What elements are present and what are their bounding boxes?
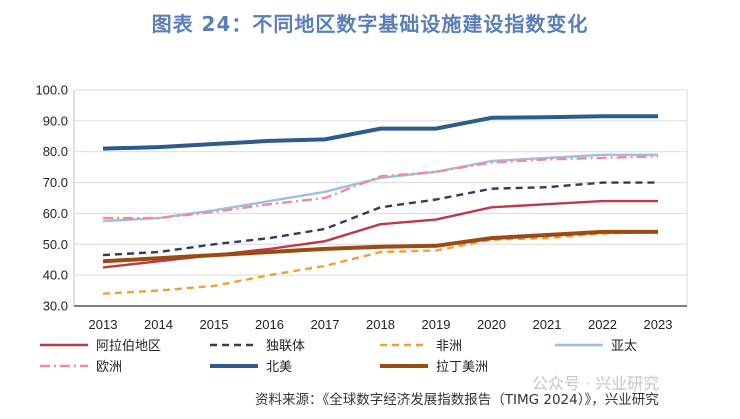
legend-label-4: 欧洲 [96, 360, 122, 375]
source-note: 资料来源：《全球数字经济发展指数报告（TIMG 2024）》，兴业研究 [255, 392, 659, 408]
series-line-1 [102, 181, 658, 257]
series-line-2 [102, 230, 659, 295]
x-tick-label: 2019 [422, 317, 451, 332]
series-line-5 [102, 114, 658, 151]
series-line-6 [102, 229, 658, 264]
y-tick-label: 80.0 [43, 144, 68, 159]
x-tick-label: 2016 [255, 317, 284, 332]
chart-title: 图表 24：不同地区数字基础设施建设指数变化 [151, 12, 589, 36]
series-line-3 [102, 153, 658, 223]
y-tick-label: 50.0 [43, 237, 68, 252]
x-tick-label: 2020 [477, 317, 506, 332]
legend-label-5: 北美 [266, 360, 292, 375]
x-tick-label: 2013 [89, 317, 118, 332]
y-tick-label: 100.0 [35, 83, 68, 98]
x-tick-label: 2018 [366, 317, 395, 332]
series-lines [102, 114, 659, 295]
y-tick-label: 70.0 [43, 175, 68, 190]
x-tick-label: 2015 [200, 317, 229, 332]
legend-label-1: 独联体 [266, 339, 305, 354]
legend-label-2: 非洲 [436, 339, 462, 354]
x-tick-label: 2017 [311, 317, 340, 332]
grid-lines [74, 89, 687, 276]
x-tick-label: 2021 [533, 317, 562, 332]
series-line-4 [103, 155, 659, 220]
y-tick-label: 30.0 [43, 299, 68, 314]
x-tick-label: 2023 [644, 317, 673, 332]
x-tick-label: 2014 [144, 317, 173, 332]
y-tick-label: 90.0 [43, 113, 68, 128]
legend-label-6: 拉丁美洲 [436, 360, 488, 375]
watermark: 公众号 · 兴业研究 [532, 374, 660, 393]
legend-label-0: 阿拉伯地区 [96, 339, 161, 354]
x-tick-label: 2022 [588, 317, 617, 332]
y-tick-label: 60.0 [43, 206, 68, 221]
legend-label-3: 亚太 [611, 339, 637, 354]
axes: 30.0 40.0 50.0 60.0 70.0 80.0 90.0 100.0 2013 201… [35, 83, 688, 332]
y-tick-label: 40.0 [43, 268, 68, 283]
